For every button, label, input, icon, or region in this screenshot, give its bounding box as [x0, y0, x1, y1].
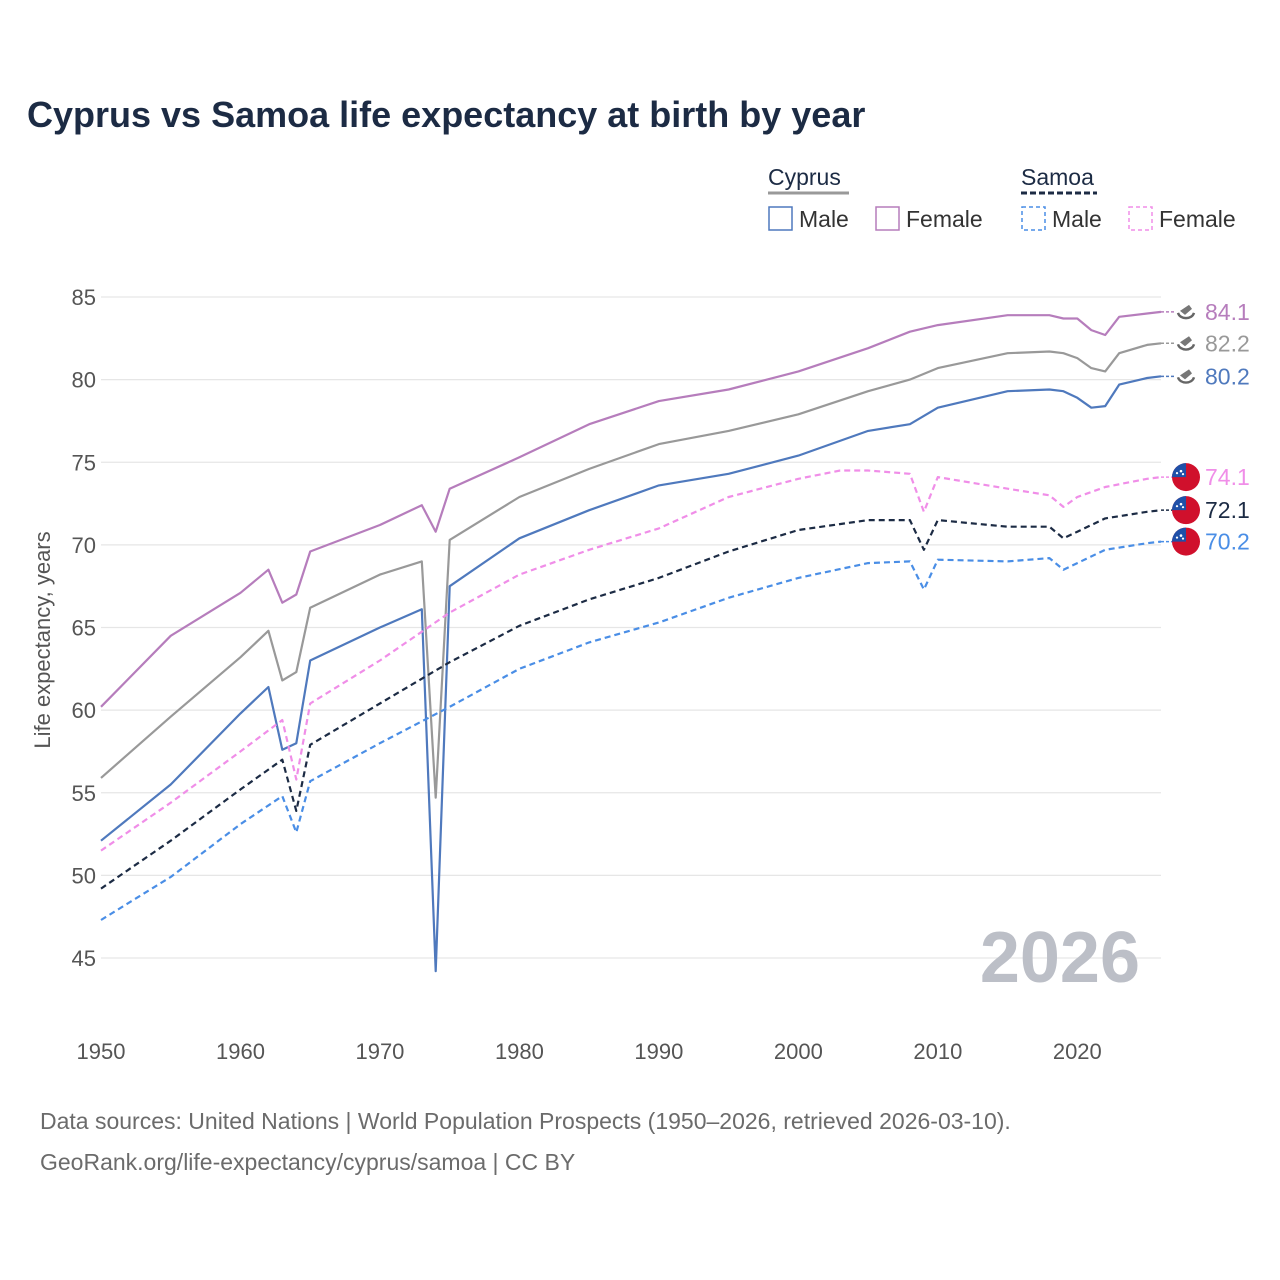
- y-tick-label: 50: [72, 863, 96, 888]
- x-tick-label: 2000: [774, 1039, 823, 1064]
- legend-swatch: [1128, 206, 1153, 231]
- samoa-flag-star: [1181, 537, 1185, 540]
- y-tick-label: 55: [72, 781, 96, 806]
- samoa-flag-star: [1175, 536, 1179, 539]
- x-tick-label: 1990: [634, 1039, 683, 1064]
- series-line-samoa-male: [100, 540, 1162, 921]
- y-tick-label: 75: [72, 450, 96, 475]
- series-lines: [100, 310, 1162, 973]
- series-line-samoa-both: [100, 509, 1162, 890]
- cyprus-flag-island: [1180, 336, 1192, 347]
- samoa-flag-canton: [1172, 527, 1186, 542]
- legend-item-label: Female: [1159, 206, 1236, 232]
- samoa-flag-star: [1179, 502, 1183, 506]
- samoa-flag-star: [1175, 505, 1179, 508]
- end-value-label: 70.2: [1205, 529, 1250, 555]
- end-value-label: 74.1: [1205, 464, 1250, 490]
- samoa-flag-star: [1179, 534, 1183, 537]
- gridlines: [101, 296, 1161, 959]
- legend-group-cyprus: Cyprus: [768, 164, 841, 190]
- y-tick-label: 65: [72, 616, 96, 641]
- samoa-flag-star: [1175, 472, 1179, 475]
- y-tick-label: 80: [72, 368, 96, 393]
- legend-item-label: Male: [799, 206, 849, 232]
- x-tick-label: 2010: [913, 1039, 962, 1064]
- x-axis-ticks: 1950 1960 1970 1980 1990 2000 2010 2020: [77, 1039, 1102, 1064]
- end-value-label: 84.1: [1205, 299, 1250, 325]
- line-chart: Cyprus Male Female Samoa Male Female 45 50 55 60…: [30, 164, 1250, 1064]
- samoa-flag-star: [1179, 469, 1183, 473]
- y-axis-label: Life expectancy, years: [30, 531, 55, 748]
- x-tick-label: 1950: [77, 1039, 126, 1064]
- samoa-flag-star: [1181, 473, 1185, 476]
- legend: Cyprus Male Female Samoa Male Female: [768, 164, 1236, 232]
- legend-item-label: Female: [906, 206, 983, 232]
- legend-swatch: [875, 206, 900, 231]
- cyprus-flag-island: [1180, 369, 1192, 380]
- samoa-flag-star: [1181, 506, 1185, 509]
- y-tick-label: 60: [72, 698, 96, 723]
- series-line-cyprus-female: [100, 310, 1162, 708]
- legend-group-samoa: Samoa: [1021, 164, 1094, 190]
- y-tick-label: 70: [72, 533, 96, 558]
- series-line-cyprus-male: [100, 375, 1162, 973]
- legend-item-label: Male: [1052, 206, 1102, 232]
- legend-swatch: [1021, 206, 1046, 231]
- x-tick-label: 1980: [495, 1039, 544, 1064]
- legend-swatch: [768, 206, 793, 231]
- cyprus-flag-icon: [1176, 312, 1196, 320]
- series-line-cyprus-both: [100, 342, 1162, 799]
- end-value-label: 72.1: [1205, 497, 1250, 523]
- cyprus-flag-icon: [1176, 376, 1196, 384]
- end-value-label: 82.2: [1205, 330, 1250, 356]
- y-tick-label: 85: [72, 285, 96, 310]
- chart-title: Cyprus vs Samoa life expectancy at birth…: [27, 94, 866, 135]
- data-source-line: Data sources: United Nations | World Pop…: [40, 1108, 1011, 1134]
- y-axis-ticks: 45 50 55 60 65 70 75 80 85: [72, 285, 96, 971]
- samoa-flag-canton: [1172, 463, 1186, 478]
- y-tick-label: 45: [72, 946, 96, 971]
- end-labels: 80.2 82.2 84.1 74.1 72.1 70.2: [1161, 299, 1250, 556]
- cyprus-flag-icon: [1176, 343, 1196, 351]
- x-tick-label: 1960: [216, 1039, 265, 1064]
- x-tick-label: 2020: [1053, 1039, 1102, 1064]
- samoa-flag-canton: [1172, 496, 1186, 511]
- year-watermark: 2026: [980, 918, 1140, 998]
- end-value-label: 80.2: [1205, 363, 1250, 389]
- cyprus-flag-island: [1180, 304, 1192, 315]
- x-tick-label: 1970: [355, 1039, 404, 1064]
- series-line-samoa-female: [100, 469, 1162, 852]
- attribution-line: GeoRank.org/life-expectancy/cyprus/samoa…: [40, 1149, 576, 1175]
